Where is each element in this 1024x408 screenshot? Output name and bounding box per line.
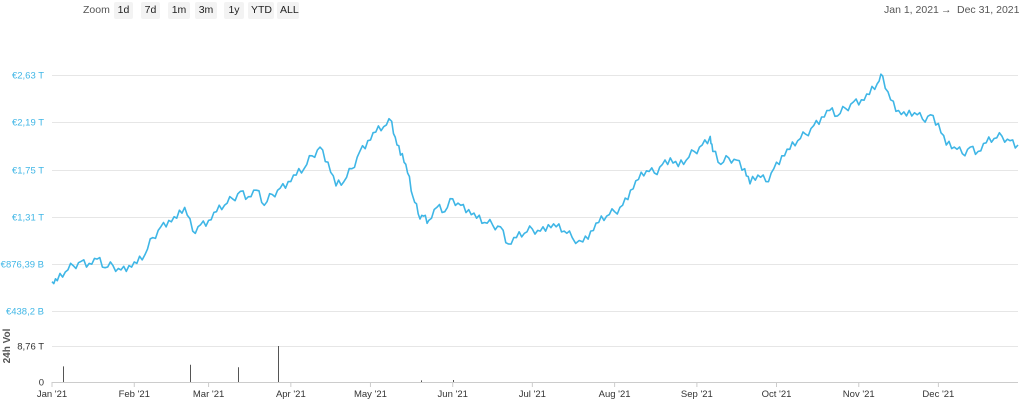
x-tick-label: Feb '21: [119, 389, 150, 400]
range-start[interactable]: Jan 1, 2021: [884, 4, 939, 16]
zoom-button-7d[interactable]: 7d: [141, 2, 160, 19]
zoom-label: Zoom: [83, 4, 110, 16]
price-series: [51, 73, 1019, 285]
gridlines: [52, 75, 1018, 312]
x-tick-label: Aug '21: [599, 389, 631, 400]
zoom-button-all[interactable]: ALL: [277, 2, 299, 19]
zoom-button-1d[interactable]: 1d: [114, 2, 133, 19]
x-axis-ticks: Jan '21 Feb '21 Mar '21 Apr '21 May '21 Jun '…: [37, 382, 954, 400]
price-line: [51, 73, 1019, 285]
zoom-button-ytd[interactable]: YTD: [248, 2, 274, 19]
y-tick-label: €1,75 T: [12, 166, 44, 177]
y-axis-ticks: €438,2 B €876,39 B €1,31 T €1,75 T €2,19 T €2…: [1, 71, 45, 318]
y-tick-label: €2,19 T: [12, 118, 44, 129]
x-tick-label: Jan '21: [37, 389, 67, 400]
volume-axis-label: 24h Vol: [2, 328, 13, 363]
y-tick-label: €438,2 B: [6, 307, 44, 318]
range-end[interactable]: Dec 31, 2021: [957, 4, 1020, 16]
volume-tick-label: 8,76 T: [17, 342, 44, 353]
zoom-button-1y[interactable]: 1y: [224, 2, 244, 19]
x-tick-label: Apr '21: [276, 389, 306, 400]
x-tick-label: Jun '21: [438, 389, 468, 400]
x-tick-label: Jul '21: [519, 389, 546, 400]
x-tick-label: Sep '21: [681, 389, 713, 400]
x-tick-label: Oct '21: [762, 389, 792, 400]
x-tick-label: Dec '21: [922, 389, 954, 400]
range-arrow-icon: →: [941, 4, 952, 16]
zoom-button-1m[interactable]: 1m: [168, 2, 190, 19]
y-tick-label: €876,39 B: [1, 260, 44, 271]
zoom-button-3m[interactable]: 3m: [195, 2, 217, 19]
volume-panel: 0 8,76 T 24h Vol: [2, 328, 1018, 389]
toolbar: Zoom 1d 7d 1m 3m 1y YTD ALL Jan 1, 2021 …: [0, 0, 1024, 22]
y-tick-label: €1,31 T: [12, 213, 44, 224]
x-tick-label: Mar '21: [193, 389, 224, 400]
x-tick-label: Nov '21: [843, 389, 875, 400]
x-tick-label: May '21: [354, 389, 387, 400]
volume-tick-label: 0: [39, 378, 44, 389]
y-tick-label: €2,63 T: [12, 71, 44, 82]
